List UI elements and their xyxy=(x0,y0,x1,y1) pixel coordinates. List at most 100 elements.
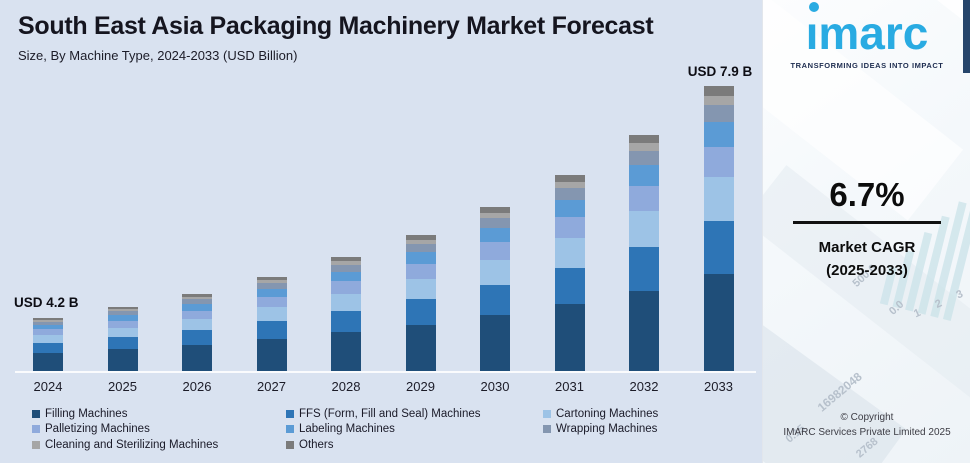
bar-segment xyxy=(554,188,585,201)
legend-item: Cleaning and Sterilizing Machines xyxy=(32,439,286,451)
bar-segment xyxy=(480,315,510,371)
legend-swatch-icon xyxy=(543,425,551,434)
legend-label: Cartoning Machines xyxy=(556,407,659,420)
bar-segment xyxy=(405,235,436,240)
bar-segment xyxy=(331,332,361,371)
bar-segment xyxy=(480,218,510,228)
bar-segment xyxy=(33,329,63,335)
bar-segment xyxy=(405,299,436,325)
bar-segment xyxy=(703,96,734,106)
copyright-line2: IMARC Services Private Limited 2025 xyxy=(783,426,951,438)
legend-label: FFS (Form, Fill and Seal) Machines xyxy=(299,407,481,420)
bar-segment xyxy=(405,264,436,279)
page-title: South East Asia Packaging Machinery Mark… xyxy=(18,12,654,40)
cagr-label: Market CAGR xyxy=(818,239,916,256)
bar-segment xyxy=(703,220,734,275)
bar-segment xyxy=(629,143,659,152)
imarc-logo: ımarc TRANSFORMING IDEAS INTO IMPACT xyxy=(763,2,970,70)
legend-item: Others xyxy=(286,439,543,451)
bar-2027 xyxy=(256,277,287,371)
bar-segment xyxy=(182,318,212,331)
bar-segment xyxy=(554,267,585,305)
bar-segment xyxy=(107,337,138,350)
cagr-block: 6.7% Market CAGR (2025-2033) xyxy=(763,176,970,283)
bar-segment xyxy=(554,200,585,218)
bar-segment xyxy=(331,271,361,282)
bar-segment xyxy=(703,122,734,148)
bar-segment xyxy=(182,296,212,300)
bar-segment xyxy=(182,303,212,311)
bar-2031 xyxy=(554,175,585,371)
bar-2033 xyxy=(703,86,734,371)
bar-segment xyxy=(107,309,138,312)
bar-segment xyxy=(33,324,63,330)
bar-segment xyxy=(331,257,361,262)
bar-segment xyxy=(405,244,436,253)
bar-segment xyxy=(182,299,212,304)
x-axis-line xyxy=(15,371,756,373)
copyright: © Copyright IMARC Services Private Limit… xyxy=(763,411,970,440)
bar-segment xyxy=(703,105,734,123)
legend-item: Filling Machines xyxy=(32,408,286,420)
bar-segment xyxy=(554,304,585,371)
bar-segment xyxy=(331,310,361,333)
chart-legend: Filling Machines FFS (Form, Fill and Seal… xyxy=(32,406,748,453)
logo-i-dot xyxy=(808,2,819,12)
logo-tagline: TRANSFORMING IDEAS INTO IMPACT xyxy=(790,60,944,70)
bar-segment xyxy=(256,277,287,281)
bar-segment xyxy=(629,151,659,166)
x-tick-2026: 2026 xyxy=(182,379,212,394)
bar-segment xyxy=(480,284,510,316)
x-tick-2033: 2033 xyxy=(704,379,733,394)
x-tick-2028: 2028 xyxy=(331,379,361,394)
legend-item: Palletizing Machines xyxy=(32,423,286,435)
legend-swatch-icon xyxy=(32,440,40,449)
legend-swatch-icon xyxy=(32,409,40,418)
legend-swatch-icon xyxy=(32,425,40,434)
legend-item: Cartoning Machines xyxy=(543,408,748,420)
bar-segment xyxy=(629,165,659,186)
bar-segment xyxy=(331,293,361,311)
bar-segment xyxy=(33,352,63,371)
bar-segment xyxy=(256,307,287,322)
bar-segment xyxy=(107,327,138,338)
legend-label: Labeling Machines xyxy=(299,423,395,436)
bar-segment xyxy=(703,147,734,178)
bar-segment xyxy=(33,343,63,353)
bar-segment xyxy=(331,264,361,272)
bar-segment xyxy=(256,280,287,284)
legend-item: Labeling Machines xyxy=(286,423,543,435)
bar-segment xyxy=(405,324,436,371)
bar-segment xyxy=(554,237,585,268)
bar-segment xyxy=(182,330,212,345)
legend-label: Filling Machines xyxy=(45,407,128,420)
bar-segment xyxy=(107,349,138,371)
bar-segment xyxy=(33,334,63,344)
x-tick-2024: 2024 xyxy=(33,379,63,394)
bar-2028 xyxy=(331,257,361,371)
bar-segment xyxy=(554,175,585,183)
legend-swatch-icon xyxy=(286,440,294,449)
corner-accent-strip xyxy=(963,0,970,73)
bar-segment xyxy=(480,259,510,285)
bar-2024 xyxy=(33,318,63,371)
bar-2029 xyxy=(405,235,436,371)
value-label-2033: USD 7.9 B xyxy=(687,64,753,79)
legend-item: Wrapping Machines xyxy=(543,423,748,435)
value-label-2024: USD 4.2 B xyxy=(14,295,79,310)
cagr-value: 6.7% xyxy=(829,176,905,213)
chart-subtitle: Size, By Machine Type, 2024-2033 (USD Bi… xyxy=(18,48,298,63)
x-tick-2025: 2025 xyxy=(108,379,137,394)
bar-segment xyxy=(405,239,436,245)
legend-swatch-icon xyxy=(543,409,551,418)
bar-2030 xyxy=(480,207,510,371)
chart-panel: South East Asia Packaging Machinery Mark… xyxy=(14,12,756,453)
legend-label: Cleaning and Sterilizing Machines xyxy=(45,438,219,451)
bar-segment xyxy=(256,321,287,339)
bar-segment xyxy=(33,319,63,322)
x-tick-2032: 2032 xyxy=(629,379,659,394)
bar-segment xyxy=(480,242,510,260)
bar-segment xyxy=(405,252,436,265)
copyright-line1: © Copyright xyxy=(840,412,894,423)
